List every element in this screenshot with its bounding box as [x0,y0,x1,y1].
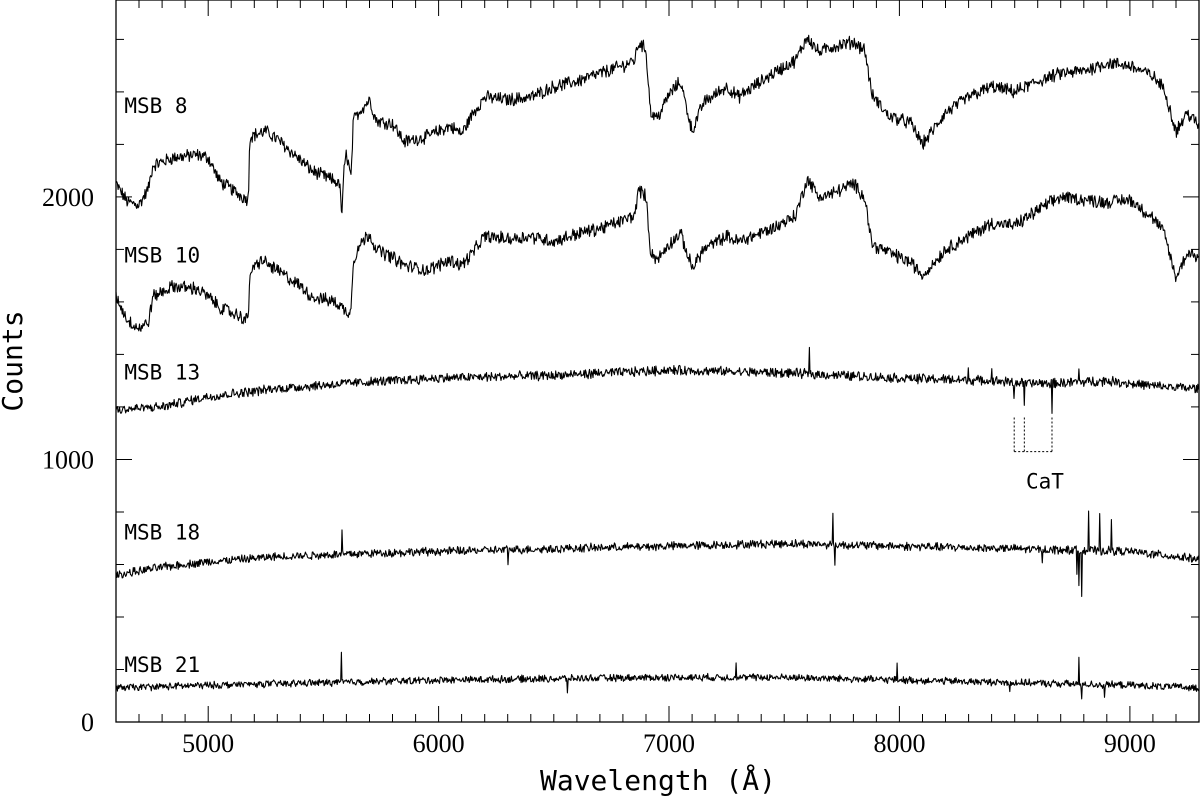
series-line-msb-21 [115,651,1200,700]
cat-label: CaT [1026,469,1064,493]
plot-frame [115,0,1200,723]
x-tick-label: 7000 [643,729,695,758]
x-axis-title: Wavelength (Å) [540,763,776,797]
y-tick-label: 2000 [42,183,94,212]
series-line-msb-13 [115,346,1200,414]
series-label: MSB 8 [124,94,187,118]
x-tick-label: 8000 [873,729,925,758]
x-tick-label: 5000 [182,729,234,758]
series-label: MSB 21 [124,653,200,677]
series-labels: MSB 8 MSB 10 MSB 13 MSB 18 MSB 21 [124,94,200,677]
series-label: MSB 13 [124,361,200,385]
x-tick-label: 6000 [413,729,465,758]
cat-annotation: CaT [1013,417,1064,493]
series-line-msb-10 [115,175,1199,332]
y-tick-label: 0 [81,708,94,737]
series-label: MSB 10 [124,244,200,268]
series-line-msb-18 [115,510,1200,598]
spectra-series [115,34,1200,700]
series-label: MSB 18 [124,521,200,545]
y-tick-label: 1000 [42,445,94,474]
axis-tick-labels: 5000 6000 7000 8000 9000 0 1000 2000 [42,183,1156,758]
series-line-msb-8 [115,34,1200,214]
y-axis-title: Counts [0,310,29,411]
x-tick-label: 9000 [1104,729,1156,758]
axis-ticks [115,0,1200,723]
